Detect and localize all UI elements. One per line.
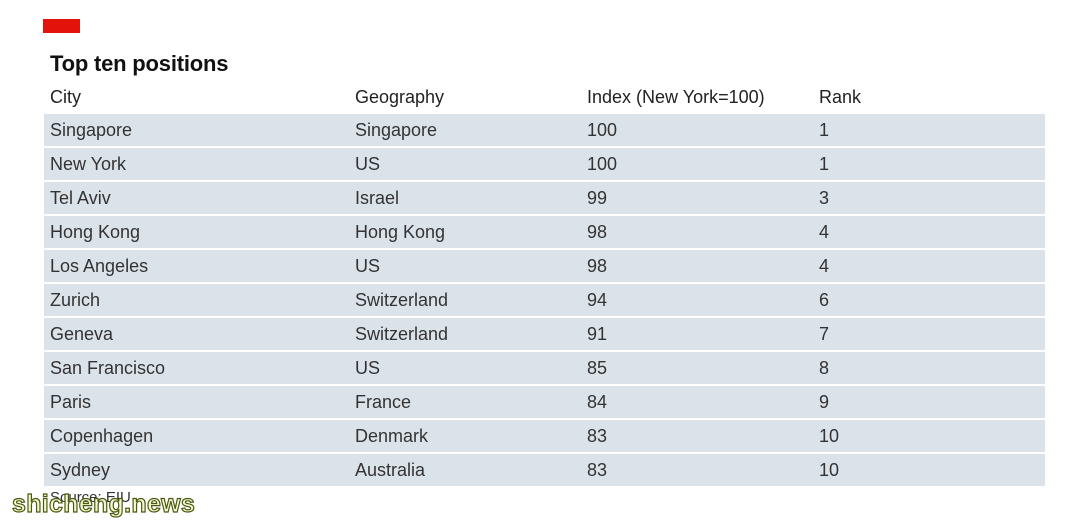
table-row: New York US 100 1 (44, 148, 1045, 180)
cell-city: Geneva (50, 324, 114, 344)
cell-index: 94 (587, 290, 608, 310)
column-header-city: City (50, 87, 81, 107)
cell-city: Tel Aviv (50, 188, 111, 208)
cell-rank: 1 (819, 120, 830, 140)
cell-geography: France (355, 392, 412, 412)
cell-geography: Australia (355, 460, 426, 480)
cell-geography: Hong Kong (355, 222, 446, 242)
cell-rank: 10 (819, 460, 840, 480)
cell-index: 100 (587, 154, 618, 174)
cell-index: 83 (587, 460, 608, 480)
cell-index: 98 (587, 256, 608, 276)
cell-geography: US (355, 358, 381, 378)
table-body: Singapore Singapore 100 1 New York US 100 1 Tel … (44, 114, 1045, 488)
cell-rank: 10 (819, 426, 840, 446)
table-row: San Francisco US 85 8 (44, 352, 1045, 384)
cell-city: New York (50, 154, 127, 174)
cell-city: Zurich (50, 290, 101, 310)
site-watermark: shicheng.news (11, 489, 196, 518)
table-title: Top ten positions (50, 51, 229, 76)
cell-index: 84 (587, 392, 608, 412)
cell-geography: Switzerland (355, 290, 449, 310)
cell-geography: Denmark (355, 426, 429, 446)
brand-accent-bar (43, 19, 80, 33)
table-row: Singapore Singapore 100 1 (44, 114, 1045, 146)
table-row: Copenhagen Denmark 83 10 (44, 420, 1045, 452)
table-row: Geneva Switzerland 91 7 (44, 318, 1045, 350)
column-header-geography: Geography (355, 87, 445, 107)
table-row: Zurich Switzerland 94 6 (44, 284, 1045, 316)
cell-rank: 9 (819, 392, 830, 412)
cell-rank: 4 (819, 222, 830, 242)
table-row: Hong Kong Hong Kong 98 4 (44, 216, 1045, 248)
cell-index: 85 (587, 358, 608, 378)
cell-city: Singapore (50, 120, 133, 140)
cell-index: 98 (587, 222, 608, 242)
cell-geography: Israel (355, 188, 400, 208)
cell-index: 100 (587, 120, 618, 140)
cell-rank: 1 (819, 154, 830, 174)
column-header-rank: Rank (819, 87, 862, 107)
cell-city: Copenhagen (50, 426, 154, 446)
column-header-index: Index (New York=100) (587, 87, 765, 107)
source-note: Source: EIU (50, 489, 131, 506)
cell-rank: 8 (819, 358, 830, 378)
cell-geography: Switzerland (355, 324, 449, 344)
cell-rank: 4 (819, 256, 830, 276)
cell-city: Hong Kong (50, 222, 141, 242)
cell-city: San Francisco (50, 358, 166, 378)
table-row: Paris France 84 9 (44, 386, 1045, 418)
cell-geography: US (355, 256, 381, 276)
cell-index: 83 (587, 426, 608, 446)
cell-city: Paris (50, 392, 92, 412)
table-row: Los Angeles US 98 4 (44, 250, 1045, 282)
cell-city: Los Angeles (50, 256, 149, 276)
cell-index: 91 (587, 324, 608, 344)
cell-city: Sydney (50, 460, 111, 480)
cell-geography: Singapore (355, 120, 438, 140)
cell-geography: US (355, 154, 381, 174)
cell-rank: 7 (819, 324, 830, 344)
cell-index: 99 (587, 188, 608, 208)
table-row: Tel Aviv Israel 99 3 (44, 182, 1045, 214)
cell-rank: 6 (819, 290, 830, 310)
cell-rank: 3 (819, 188, 830, 208)
table-row: Sydney Australia 83 10 (44, 454, 1045, 486)
